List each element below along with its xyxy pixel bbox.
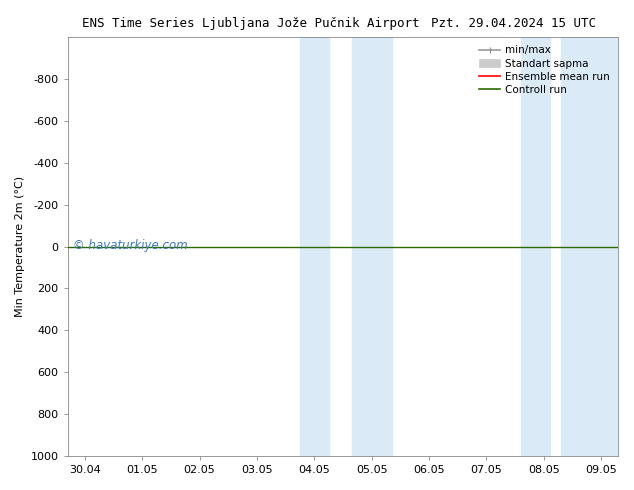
Text: Pzt. 29.04.2024 15 UTC: Pzt. 29.04.2024 15 UTC (431, 17, 596, 30)
Y-axis label: Min Temperature 2m (°C): Min Temperature 2m (°C) (15, 176, 25, 317)
Bar (521, 37, 550, 456)
Bar (561, 37, 624, 456)
Bar (300, 37, 328, 456)
Text: © havaturkiye.com: © havaturkiye.com (73, 239, 188, 252)
Text: ENS Time Series Ljubljana Jože Pučnik Airport: ENS Time Series Ljubljana Jože Pučnik Ai… (82, 17, 420, 30)
Legend: min/max, Standart sapma, Ensemble mean run, Controll run: min/max, Standart sapma, Ensemble mean r… (476, 42, 613, 98)
Bar (352, 37, 392, 456)
